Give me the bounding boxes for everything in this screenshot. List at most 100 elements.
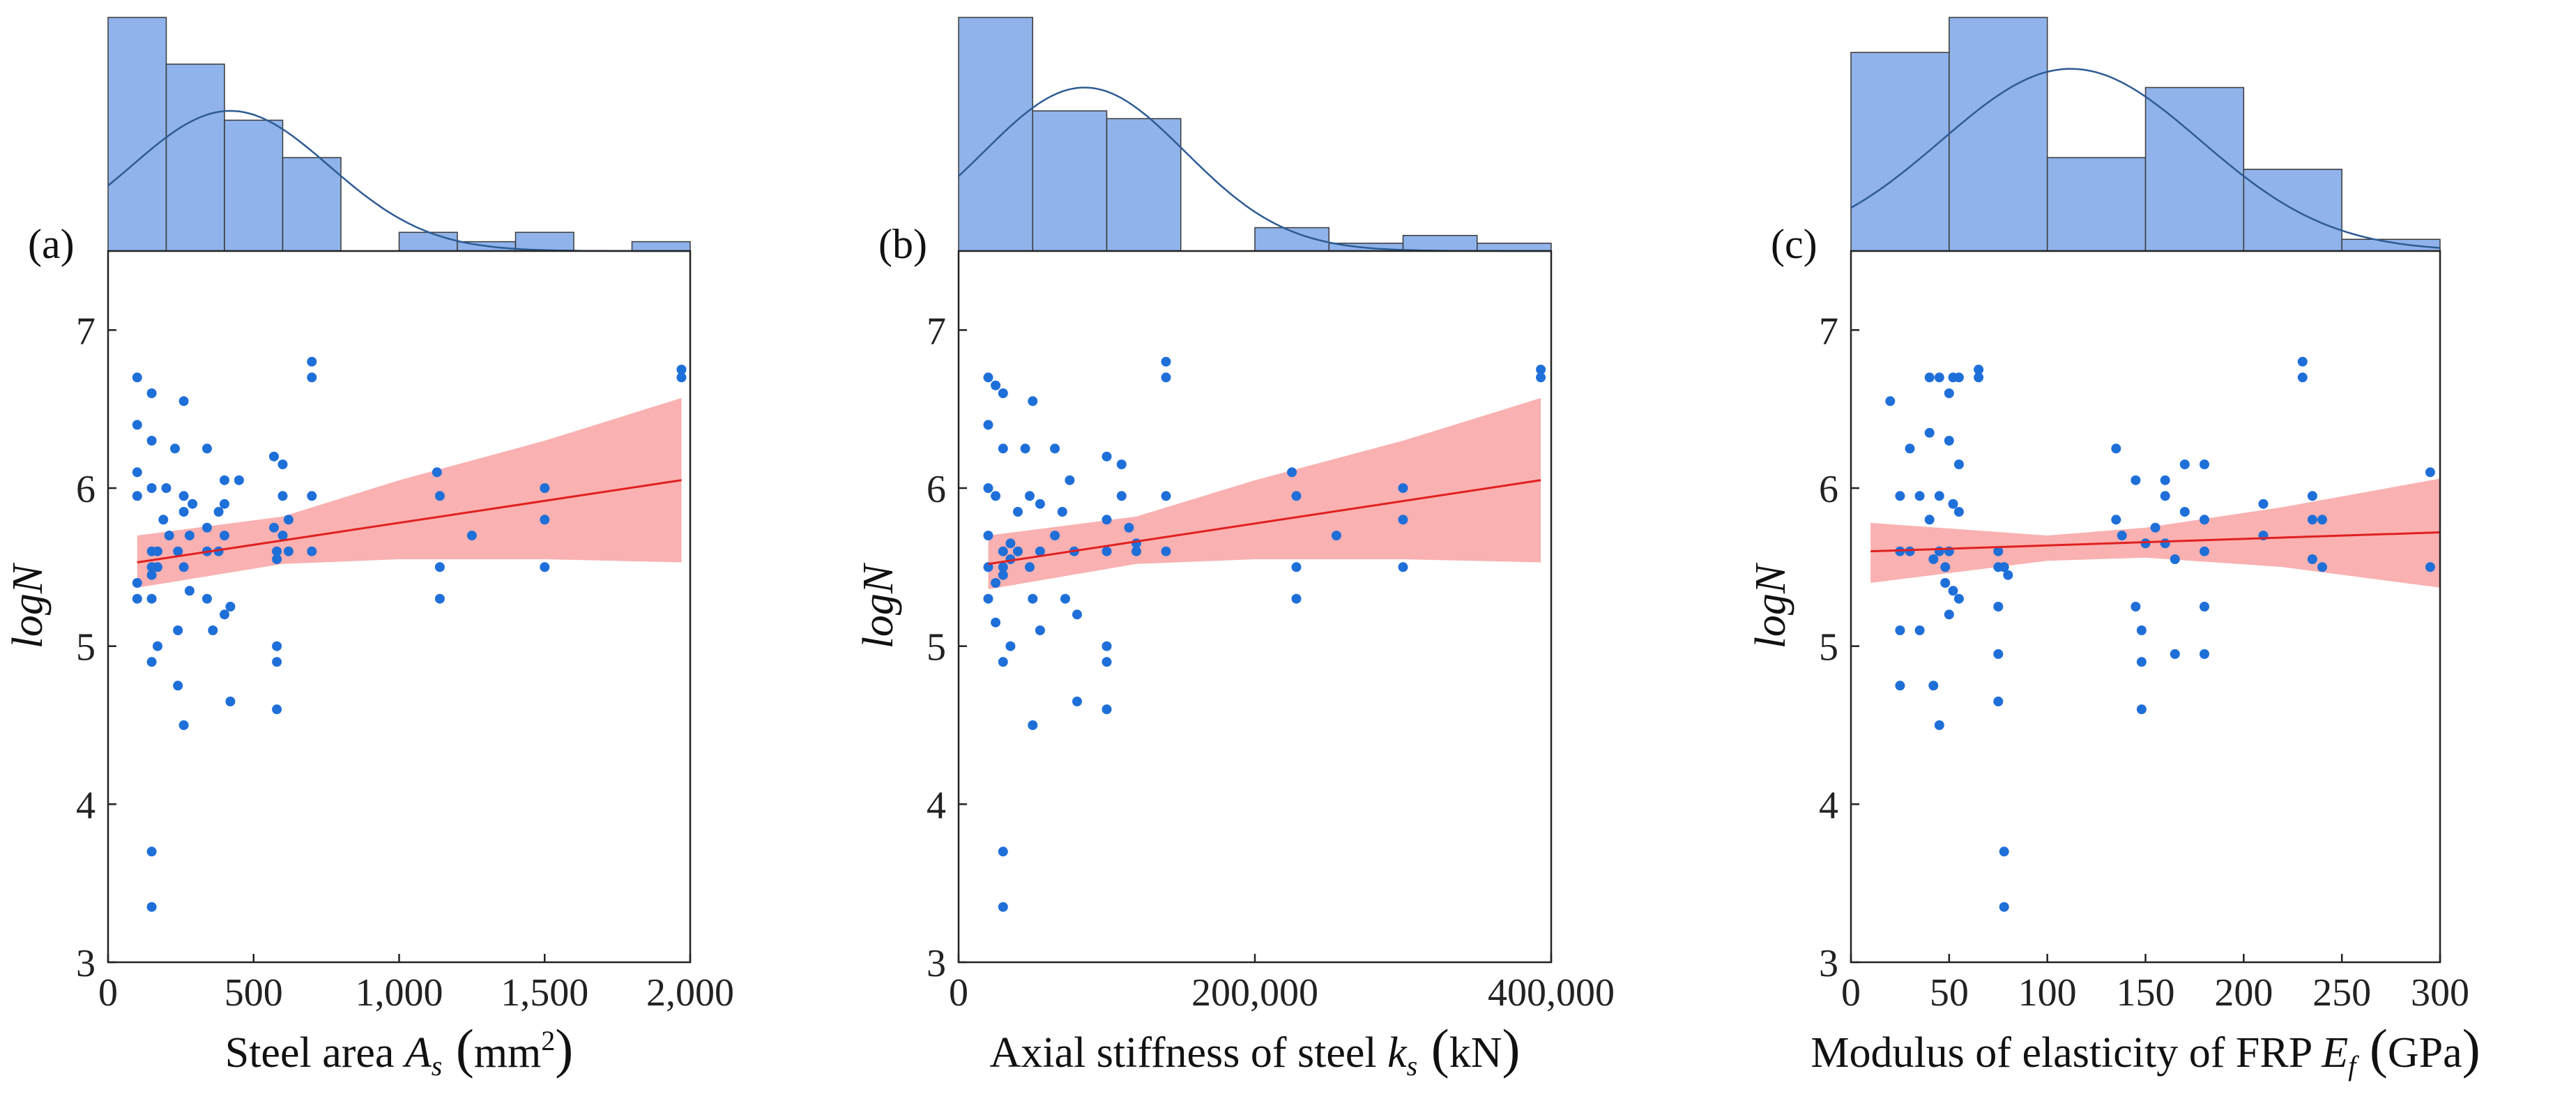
data-point	[213, 507, 224, 517]
data-point	[2131, 475, 2141, 485]
data-point	[2307, 491, 2317, 501]
x-tick-label: 1,000	[356, 971, 443, 1015]
data-point	[1050, 443, 1060, 454]
data-point	[2200, 515, 2209, 525]
data-point	[132, 372, 142, 383]
data-point	[983, 420, 993, 430]
data-point	[173, 546, 183, 556]
data-point	[1102, 546, 1112, 556]
data-point	[272, 554, 282, 564]
data-point	[1928, 554, 1939, 564]
data-point	[178, 396, 189, 407]
scatter-points	[132, 356, 687, 912]
data-point	[1398, 515, 1408, 525]
data-point	[1102, 657, 1112, 667]
data-point	[1102, 515, 1112, 525]
data-point	[2136, 625, 2147, 635]
data-point	[2131, 602, 2141, 612]
data-point	[2200, 460, 2209, 469]
regression-line	[988, 479, 1541, 565]
data-point	[2170, 554, 2180, 564]
data-point	[998, 546, 1008, 556]
data-point	[1953, 507, 1964, 517]
confidence-band	[988, 397, 1541, 590]
data-point	[540, 515, 550, 525]
data-point	[540, 483, 550, 493]
data-point	[983, 483, 993, 493]
data-point	[2136, 657, 2147, 667]
data-point	[277, 460, 288, 469]
data-point	[2200, 649, 2209, 659]
x-tick-label: 250	[2312, 971, 2371, 1015]
data-point	[277, 531, 288, 540]
data-point	[2136, 704, 2147, 715]
data-point	[1025, 562, 1035, 572]
data-point	[1102, 451, 1112, 462]
data-point	[178, 507, 189, 517]
data-point	[146, 593, 157, 604]
data-point	[307, 491, 317, 501]
histogram-bar	[1850, 52, 1950, 252]
data-point	[146, 570, 157, 580]
data-point	[1940, 578, 1951, 588]
data-point	[2425, 467, 2435, 478]
x-axis-label: Steel area As (mm2)	[225, 1018, 574, 1081]
data-point	[991, 617, 1001, 628]
data-point	[1116, 460, 1127, 469]
panel-label: (c)	[1771, 221, 1817, 267]
data-point	[1072, 609, 1082, 620]
data-point	[1291, 562, 1302, 572]
scatter-points	[1885, 356, 2435, 912]
scatter-points	[983, 356, 1546, 912]
y-tick-label: 3	[1819, 942, 1838, 985]
histogram-bar	[165, 63, 225, 252]
data-point	[161, 483, 172, 493]
plot-frame	[107, 250, 692, 964]
data-point	[153, 641, 162, 651]
data-point	[184, 531, 195, 540]
data-point	[178, 720, 189, 730]
y-tick-label: 3	[76, 942, 96, 985]
data-point	[2317, 515, 2327, 525]
data-point	[283, 515, 294, 525]
data-point	[1895, 625, 1905, 635]
data-point	[2140, 538, 2151, 549]
x-axis-label: Axial stiffness of steel ks (kN)	[990, 1018, 1521, 1081]
x-tick-label: 200	[2214, 971, 2273, 1015]
data-point	[1331, 531, 1341, 540]
data-point	[153, 546, 162, 556]
data-point	[164, 531, 174, 540]
data-point	[1124, 522, 1134, 533]
data-point	[1035, 499, 1045, 509]
data-point	[1948, 586, 1958, 596]
data-point	[1161, 491, 1171, 501]
data-point	[178, 562, 189, 572]
data-point	[2160, 538, 2170, 549]
kde-curve	[1850, 68, 2441, 249]
data-point	[1905, 546, 1915, 556]
x-tick-label: 0	[1841, 971, 1861, 1015]
data-point	[132, 420, 142, 430]
data-point	[2200, 602, 2209, 612]
histogram-bar	[631, 241, 691, 252]
data-point	[2003, 570, 2013, 580]
histogram-bar	[2341, 238, 2441, 252]
data-point	[1161, 356, 1171, 367]
histogram-bar	[398, 231, 458, 252]
data-point	[1028, 720, 1038, 730]
data-point	[998, 570, 1008, 580]
data-point	[1914, 491, 1925, 501]
data-point	[1924, 427, 1935, 438]
data-point	[1993, 546, 2004, 556]
data-point	[2307, 554, 2317, 564]
data-point	[676, 365, 687, 374]
data-point	[1993, 697, 2004, 706]
data-point	[983, 372, 993, 383]
data-point	[1035, 625, 1045, 635]
data-point	[202, 593, 212, 604]
data-point	[269, 451, 279, 462]
data-point	[991, 578, 1001, 588]
x-tick-label: 2,000	[646, 971, 734, 1015]
data-point	[434, 562, 445, 572]
data-point	[1948, 499, 1958, 509]
